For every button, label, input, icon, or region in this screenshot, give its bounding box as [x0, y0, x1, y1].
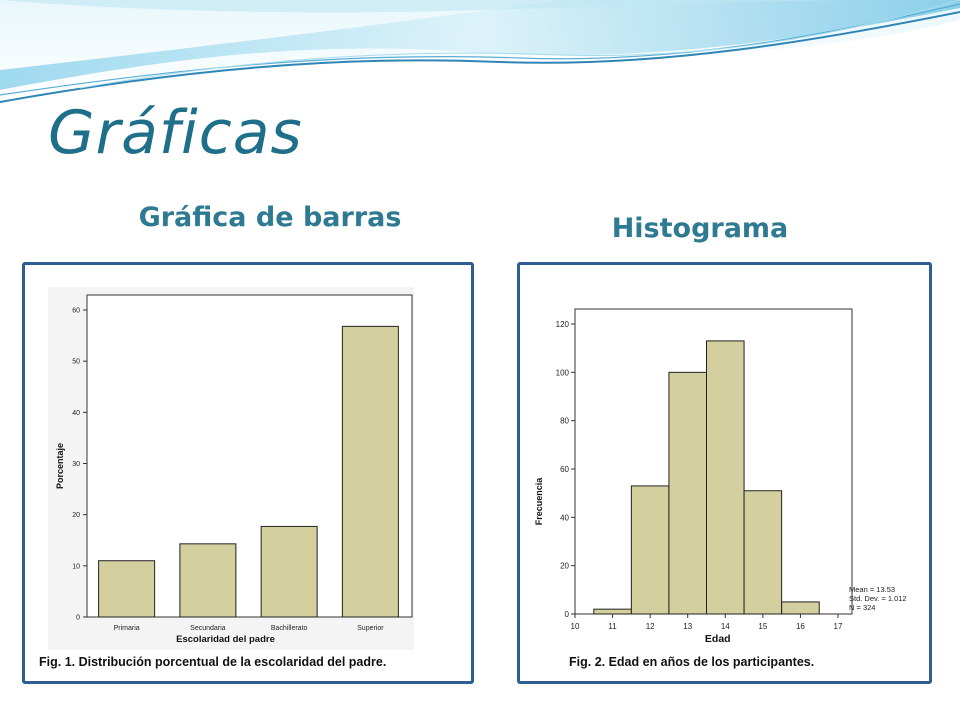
decorative-wave-header [0, 0, 960, 103]
x-tick-label: 16 [796, 622, 805, 631]
y-tick-label: 80 [560, 417, 569, 426]
x-tick-label: 13 [683, 622, 692, 631]
y-tick-label: 10 [72, 563, 80, 570]
bar [179, 543, 237, 618]
y-axis-label: Porcentaje [55, 443, 65, 489]
bar-chart-panel: 0 10 20 30 40 50 60 Primaria Secundaria Bachiller… [22, 262, 474, 684]
x-tick-label: Primaria [114, 625, 140, 632]
y-tick-label: 20 [72, 512, 80, 519]
bar-chart-caption: Fig. 1. Distribución porcentual de la es… [39, 655, 387, 669]
histogram-bin [630, 485, 670, 615]
x-tick-label: 14 [721, 622, 730, 631]
histogram-heading-box [480, 202, 920, 250]
y-tick-label: 40 [72, 410, 80, 417]
x-tick-label: 15 [758, 622, 767, 631]
slide-title: Gráficas [48, 98, 303, 168]
bar [260, 525, 318, 618]
histogram-bin [743, 490, 783, 615]
histogram-caption: Fig. 2. Edad en años de los participante… [569, 655, 815, 669]
bar-chart-heading: Gráfica de barras [138, 202, 402, 233]
x-axis-label: Edad [705, 633, 731, 645]
y-tick-label: 40 [560, 513, 569, 522]
y-tick-label: 50 [72, 359, 80, 366]
stats-line: Std. Dev. = 1.012 [849, 594, 907, 603]
histogram-heading: Histograma [611, 213, 789, 244]
histogram-panel: 0 20 40 60 80 100 120 10 11 12 13 14 15 16 17 Edad Frecu… [517, 262, 932, 684]
x-axis-label: Escolaridad del padre [176, 634, 275, 645]
x-tick-label: 11 [608, 622, 617, 631]
bar [98, 560, 156, 618]
stats-line: Mean = 13.53 [849, 585, 895, 594]
x-tick-label: Superior [357, 625, 384, 632]
bar-chart: 0 10 20 30 40 50 60 Primaria Secundaria Bachiller… [48, 287, 414, 650]
y-tick-label: 0 [76, 615, 80, 622]
stats-line: N = 324 [849, 603, 875, 612]
y-tick-label: 60 [72, 308, 80, 315]
y-tick-label: 60 [560, 465, 569, 474]
x-tick-label: Bachillerato [271, 625, 308, 632]
histogram-chart: 0 20 40 60 80 100 120 10 11 12 13 14 15 16 17 Edad Frecu… [534, 308, 907, 645]
x-tick-label: 12 [646, 622, 655, 631]
y-tick-label: 100 [556, 368, 570, 377]
histogram-bin [593, 608, 632, 615]
histogram-bin [668, 371, 708, 615]
y-axis-label: Frecuencia [534, 477, 544, 526]
bar [341, 325, 399, 618]
y-tick-label: 20 [560, 562, 569, 571]
y-tick-label: 0 [565, 610, 570, 619]
histogram-bin [781, 601, 820, 615]
y-tick-label: 120 [556, 320, 570, 329]
x-tick-label: Secundaria [190, 625, 226, 632]
y-tick-label: 30 [72, 461, 80, 468]
histogram-bin [706, 340, 745, 615]
x-tick-label: 17 [834, 622, 843, 631]
x-tick-label: 10 [571, 622, 580, 631]
